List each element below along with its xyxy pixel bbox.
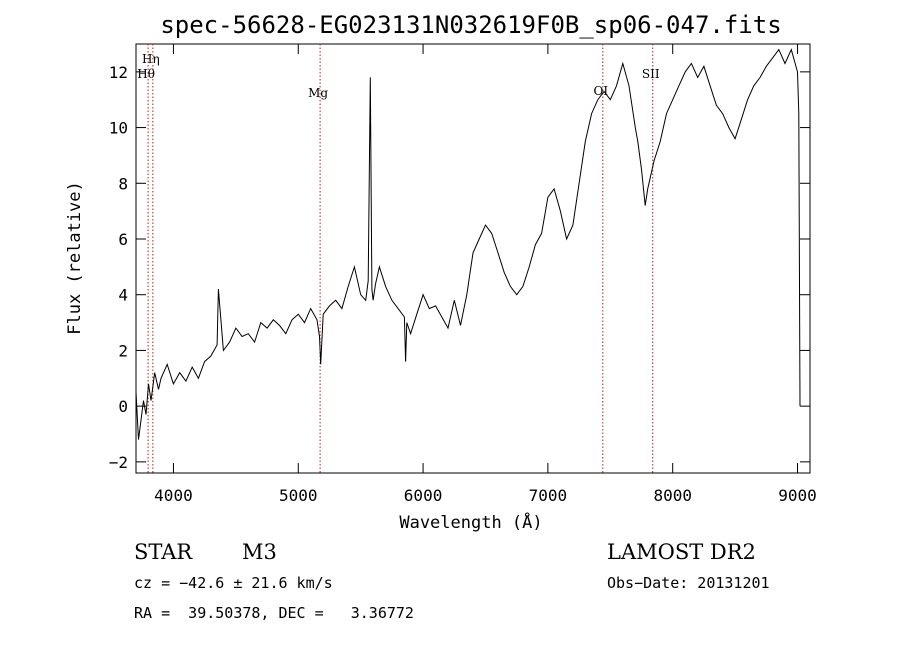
x-axis-ticks: 4000 5000 6000 7000 8000 9000 [154,44,817,505]
y-axis-label: Flux (relative) [65,181,85,335]
x-tick-label: 8000 [653,486,692,505]
y-tick-label: 12 [109,63,128,82]
obs-date-text: Obs−Date: 20131201 [607,574,770,592]
x-tick-label: 9000 [778,486,817,505]
y-tick-label: 4 [118,286,128,305]
survey-name: LAMOST DR2 [607,540,756,564]
redshift-text: cz = −42.6 ± 21.6 km/s [134,574,333,592]
coordinates-text: RA = 39.50378, DEC = 3.36772 [134,604,414,622]
object-subclass: M3 [242,540,277,564]
x-tick-label: 4000 [154,486,193,505]
spectral-line-label: Mg [308,86,328,100]
plot-frame [135,43,811,474]
y-tick-label: 0 [118,397,128,416]
x-tick-label: 7000 [529,486,568,505]
y-tick-label: 6 [118,230,128,249]
spectrum-line [135,48,801,440]
spectral-line-label: SII [642,67,660,81]
x-tick-label: 6000 [404,486,443,505]
y-tick-label: 8 [118,174,128,193]
y-tick-label: 10 [109,119,128,138]
x-axis-label: Wavelength (Å) [399,511,542,533]
spectral-line-label: Hη [142,52,160,66]
object-class: STAR [134,540,193,564]
spectral-line-label: Hθ [137,67,155,81]
chart-title: spec-56628-EG023131N032619F0B_sp06-047.f… [160,11,781,39]
x-tick-label: 5000 [279,486,318,505]
y-tick-label: 2 [118,341,128,360]
y-tick-label: −2 [109,453,128,472]
spectral-line-label: OI [594,84,609,98]
y-axis-ticks: −2 0 2 4 6 8 10 12 [109,63,810,472]
